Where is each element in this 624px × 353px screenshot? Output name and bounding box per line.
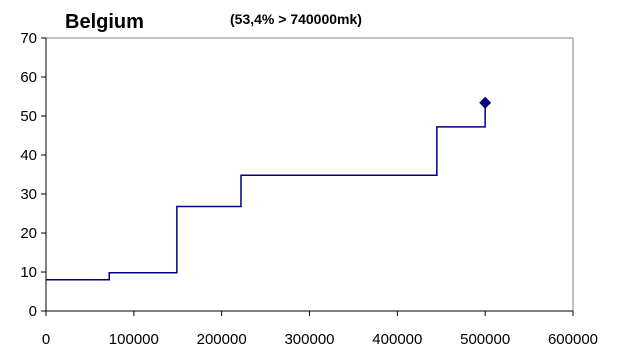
step-line: [46, 102, 486, 281]
y-tick-label: 30: [20, 186, 37, 203]
y-tick-label: 70: [20, 30, 37, 47]
x-tick-label: 0: [42, 331, 50, 348]
x-tick-label: 600000: [548, 331, 598, 348]
chart-title: Belgium: [65, 11, 144, 33]
axis-ticks: 0 10 20 30 40 50 60 70 0 100000 200000 300000 400000…: [20, 30, 598, 348]
chart-subtitle: (53,4% > 740000mk): [230, 11, 362, 27]
plot-area-border: [45, 37, 574, 312]
x-tick-label: 100000: [109, 331, 159, 348]
series: [46, 96, 492, 281]
x-tick-label: 400000: [372, 331, 422, 348]
y-tick-label: 60: [20, 69, 37, 86]
y-tick-label: 50: [20, 108, 37, 125]
diamond-marker: [479, 96, 492, 109]
y-tick-label: 40: [20, 147, 37, 164]
axes: [45, 37, 574, 312]
x-tick-label: 300000: [284, 331, 334, 348]
y-tick-label: 10: [20, 264, 37, 281]
x-tick-label: 500000: [460, 331, 510, 348]
y-tick-label: 20: [20, 225, 37, 242]
y-tick-label: 0: [29, 303, 37, 320]
x-tick-label: 200000: [197, 331, 247, 348]
